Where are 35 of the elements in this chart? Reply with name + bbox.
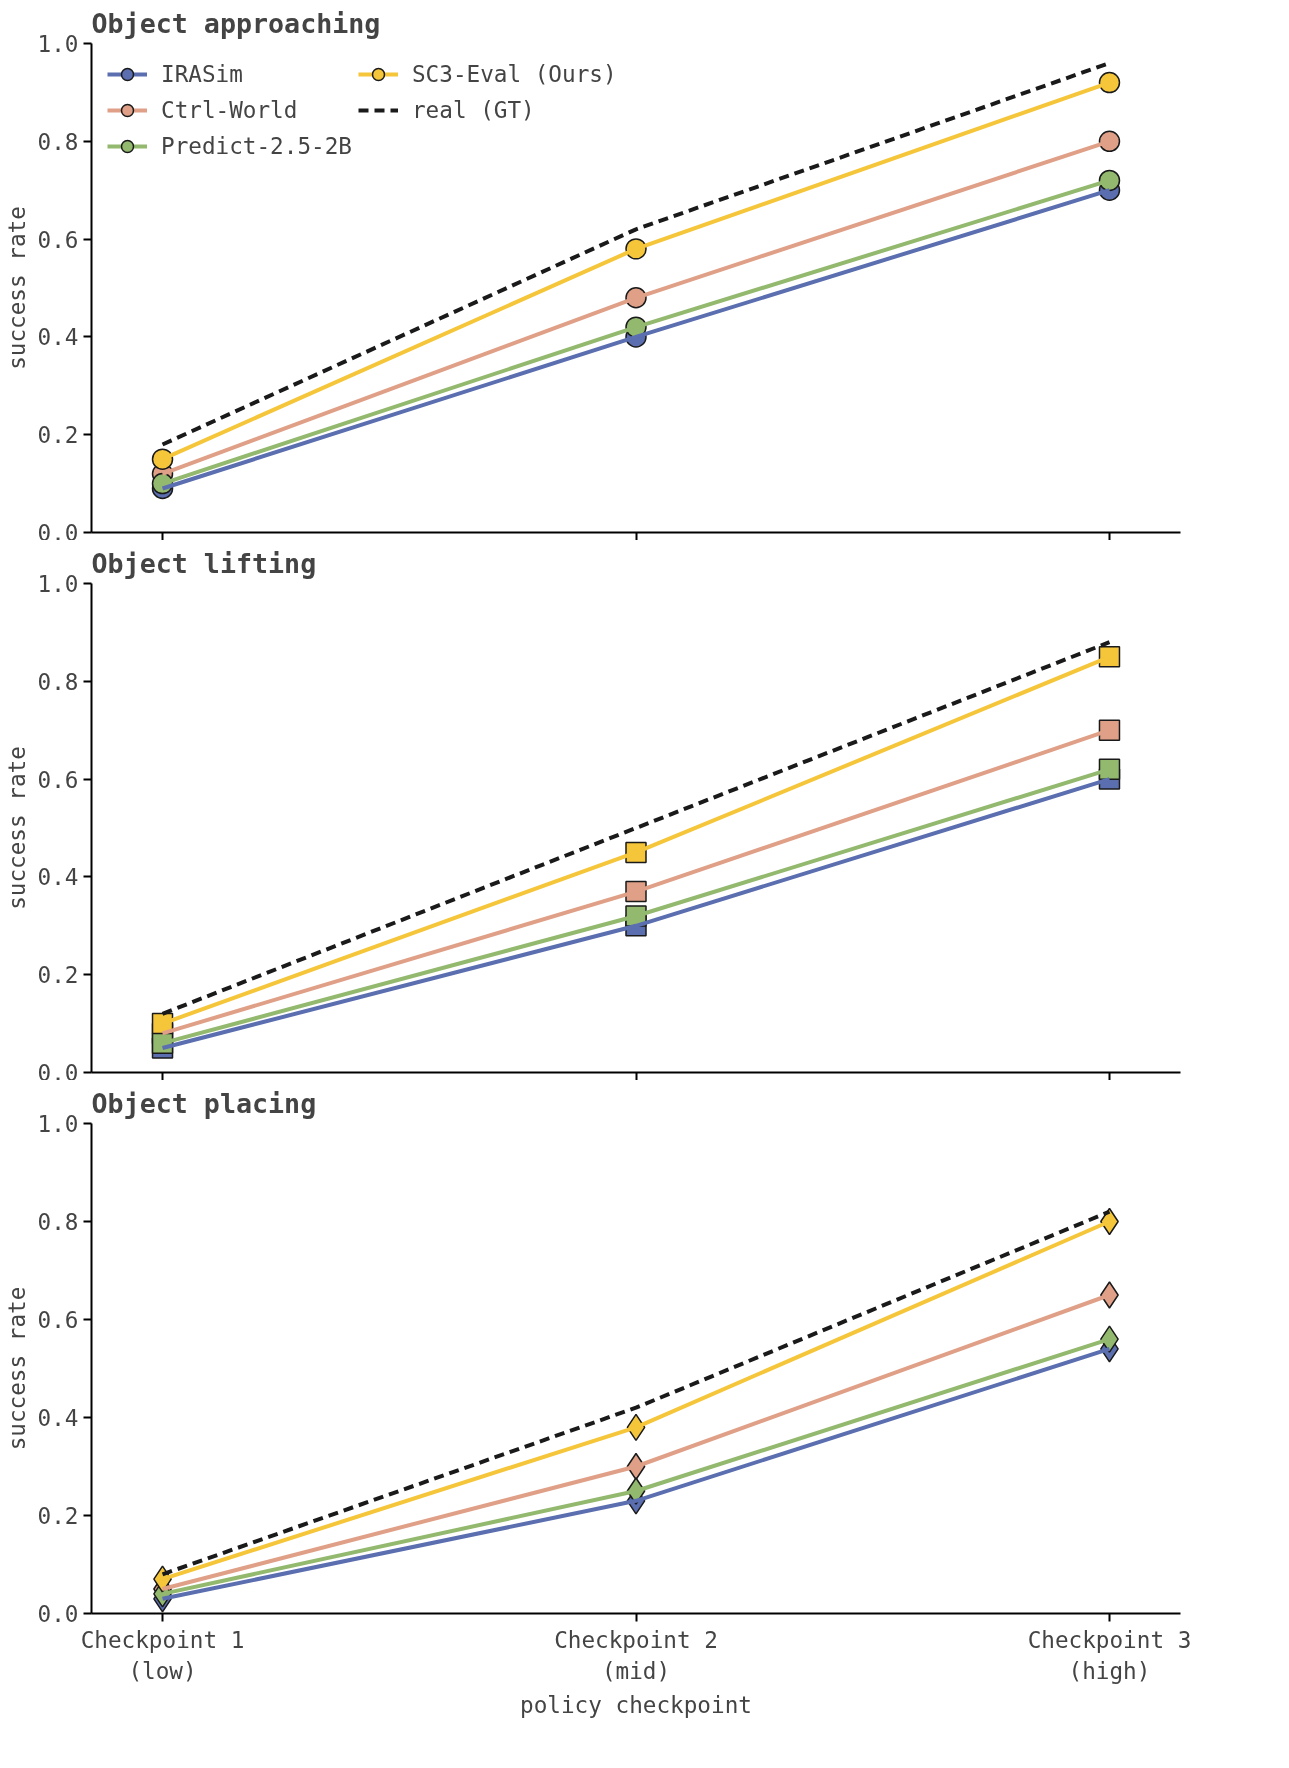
y-tick-label: 0.4 <box>37 324 79 351</box>
y-tick-label: 0.0 <box>37 1601 79 1627</box>
legend-label: Predict-2.5-2B <box>161 133 352 159</box>
point <box>1098 719 1121 741</box>
y-tick-label: 0.0 <box>37 1059 79 1086</box>
y-tick-label: 0.8 <box>37 1209 79 1235</box>
x-axis-title: policy checkpoint <box>520 1691 752 1718</box>
y-tick-label: 0.8 <box>37 668 79 695</box>
y-axis-title: success rate <box>3 1286 30 1451</box>
x-tick-label: Checkpoint 2 (mid) <box>554 1626 718 1684</box>
legend-label: Ctrl-World <box>161 97 298 123</box>
chart-title: Object approaching <box>91 7 381 39</box>
legend-label: SC3-Eval (Ours) <box>411 61 617 87</box>
y-tick-label: 0.6 <box>37 766 79 793</box>
chart-title: Object lifting <box>91 547 317 579</box>
y-tick-label: 0.4 <box>37 1405 79 1431</box>
y-tick-label: 0.4 <box>37 864 79 891</box>
y-tick-label: 1.0 <box>37 1111 79 1137</box>
y-tick-label: 0.0 <box>37 519 79 546</box>
y-tick-label: 0.2 <box>37 962 79 989</box>
x-tick-label: Checkpoint 3 (high) <box>1027 1626 1192 1684</box>
legend-label: real (GT) <box>411 97 535 123</box>
point <box>1098 646 1121 668</box>
y-tick-label: 0.6 <box>37 226 79 253</box>
y-tick-label: 0.2 <box>37 1503 79 1529</box>
y-tick-label: 0.8 <box>37 128 79 155</box>
x-tick-label: Checkpoint 1 (low) <box>80 1626 245 1684</box>
y-tick-label: 0.6 <box>37 1307 79 1333</box>
legend-label: IRASim <box>161 61 243 87</box>
y-tick-label: 1.0 <box>37 31 79 57</box>
y-tick-label: 1.0 <box>37 571 79 597</box>
y-axis-title: success rate <box>3 206 30 370</box>
y-axis-title: success rate <box>3 746 30 910</box>
chart-title: Object placing <box>91 1087 317 1119</box>
y-tick-label: 0.2 <box>37 422 79 449</box>
